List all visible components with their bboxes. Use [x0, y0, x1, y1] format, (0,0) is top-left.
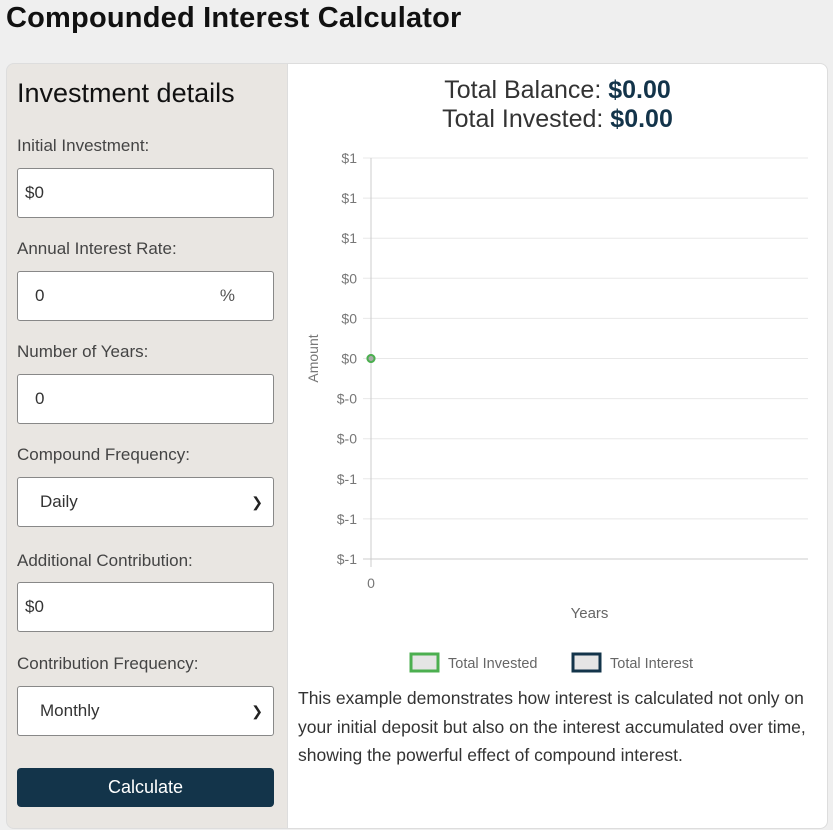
results-panel: Total Balance: $0.00 Total Invested: $0.…	[287, 63, 828, 829]
y-tick-label: $-1	[337, 471, 357, 487]
calculate-button[interactable]: Calculate	[17, 768, 274, 807]
years-input[interactable]: 0	[17, 374, 274, 424]
page-title: Compounded Interest Calculator	[6, 2, 462, 34]
data-point	[366, 354, 376, 363]
legend-label: Total Invested	[448, 656, 537, 672]
initial-investment-label: Initial Investment:	[17, 136, 150, 155]
years-label: Number of Years:	[17, 342, 149, 361]
description: This example demonstrates how interest i…	[298, 688, 806, 765]
initial-investment-input[interactable]: $0	[17, 168, 274, 218]
legend-swatch	[409, 652, 440, 673]
interest-rate-label: Annual Interest Rate:	[17, 239, 177, 258]
y-tick-label: $-1	[337, 551, 357, 567]
compound-frequency-value: Daily	[40, 492, 78, 511]
x-tick-label: 0	[367, 575, 375, 591]
compound-frequency-select[interactable]: Daily ❯	[17, 477, 274, 527]
investment-form: Investment details Initial Investment: $…	[6, 63, 288, 829]
contribution-frequency-value: Monthly	[40, 701, 100, 720]
y-tick-label: $0	[341, 351, 357, 367]
legend-swatch	[571, 652, 602, 673]
growth-chart: $1 $1 $1 $0 $0 $0 $-0 $-0 $-1 $-1 $-1 0 Years Amount T…	[305, 150, 808, 673]
y-tick-label: $-0	[337, 431, 357, 447]
y-tick-label: $-0	[337, 391, 357, 407]
y-tick-label: $1	[341, 150, 357, 166]
compound-frequency-label: Compound Frequency:	[17, 445, 190, 464]
total-invested-value: $0.00	[610, 105, 673, 133]
contribution-frequency-label: Contribution Frequency:	[17, 654, 199, 673]
initial-investment-value: $0	[25, 183, 44, 202]
percent-suffix: %	[219, 286, 235, 305]
interest-rate-input[interactable]: 0%	[17, 271, 274, 321]
total-balance: Total Balance: $0.00	[288, 76, 827, 105]
y-tick-label: $0	[341, 270, 357, 286]
form-heading: Investment details	[17, 78, 235, 108]
x-axis-label: Years	[571, 605, 609, 622]
total-invested-label: Total Invested:	[442, 105, 604, 133]
contribution-input[interactable]: $0	[17, 582, 274, 632]
chevron-down-icon: ❯	[251, 702, 263, 719]
y-tick-label: $0	[341, 310, 357, 326]
y-tick-label: $1	[341, 190, 357, 206]
contribution-label: Additional Contribution:	[17, 551, 193, 570]
total-balance-label: Total Balance:	[444, 76, 602, 104]
interest-rate-value: 0	[35, 286, 45, 305]
total-invested: Total Invested: $0.00	[288, 105, 827, 134]
y-tick-label: $1	[341, 230, 357, 246]
legend-label: Total Interest	[610, 656, 693, 672]
total-balance-value: $0.00	[608, 76, 671, 104]
chevron-down-icon: ❯	[251, 493, 263, 510]
y-axis-label: Amount	[305, 334, 321, 382]
y-tick-label: $-1	[337, 511, 357, 527]
contribution-value: $0	[25, 597, 44, 616]
years-value: 0	[35, 389, 45, 408]
contribution-frequency-select[interactable]: Monthly ❯	[17, 686, 274, 736]
